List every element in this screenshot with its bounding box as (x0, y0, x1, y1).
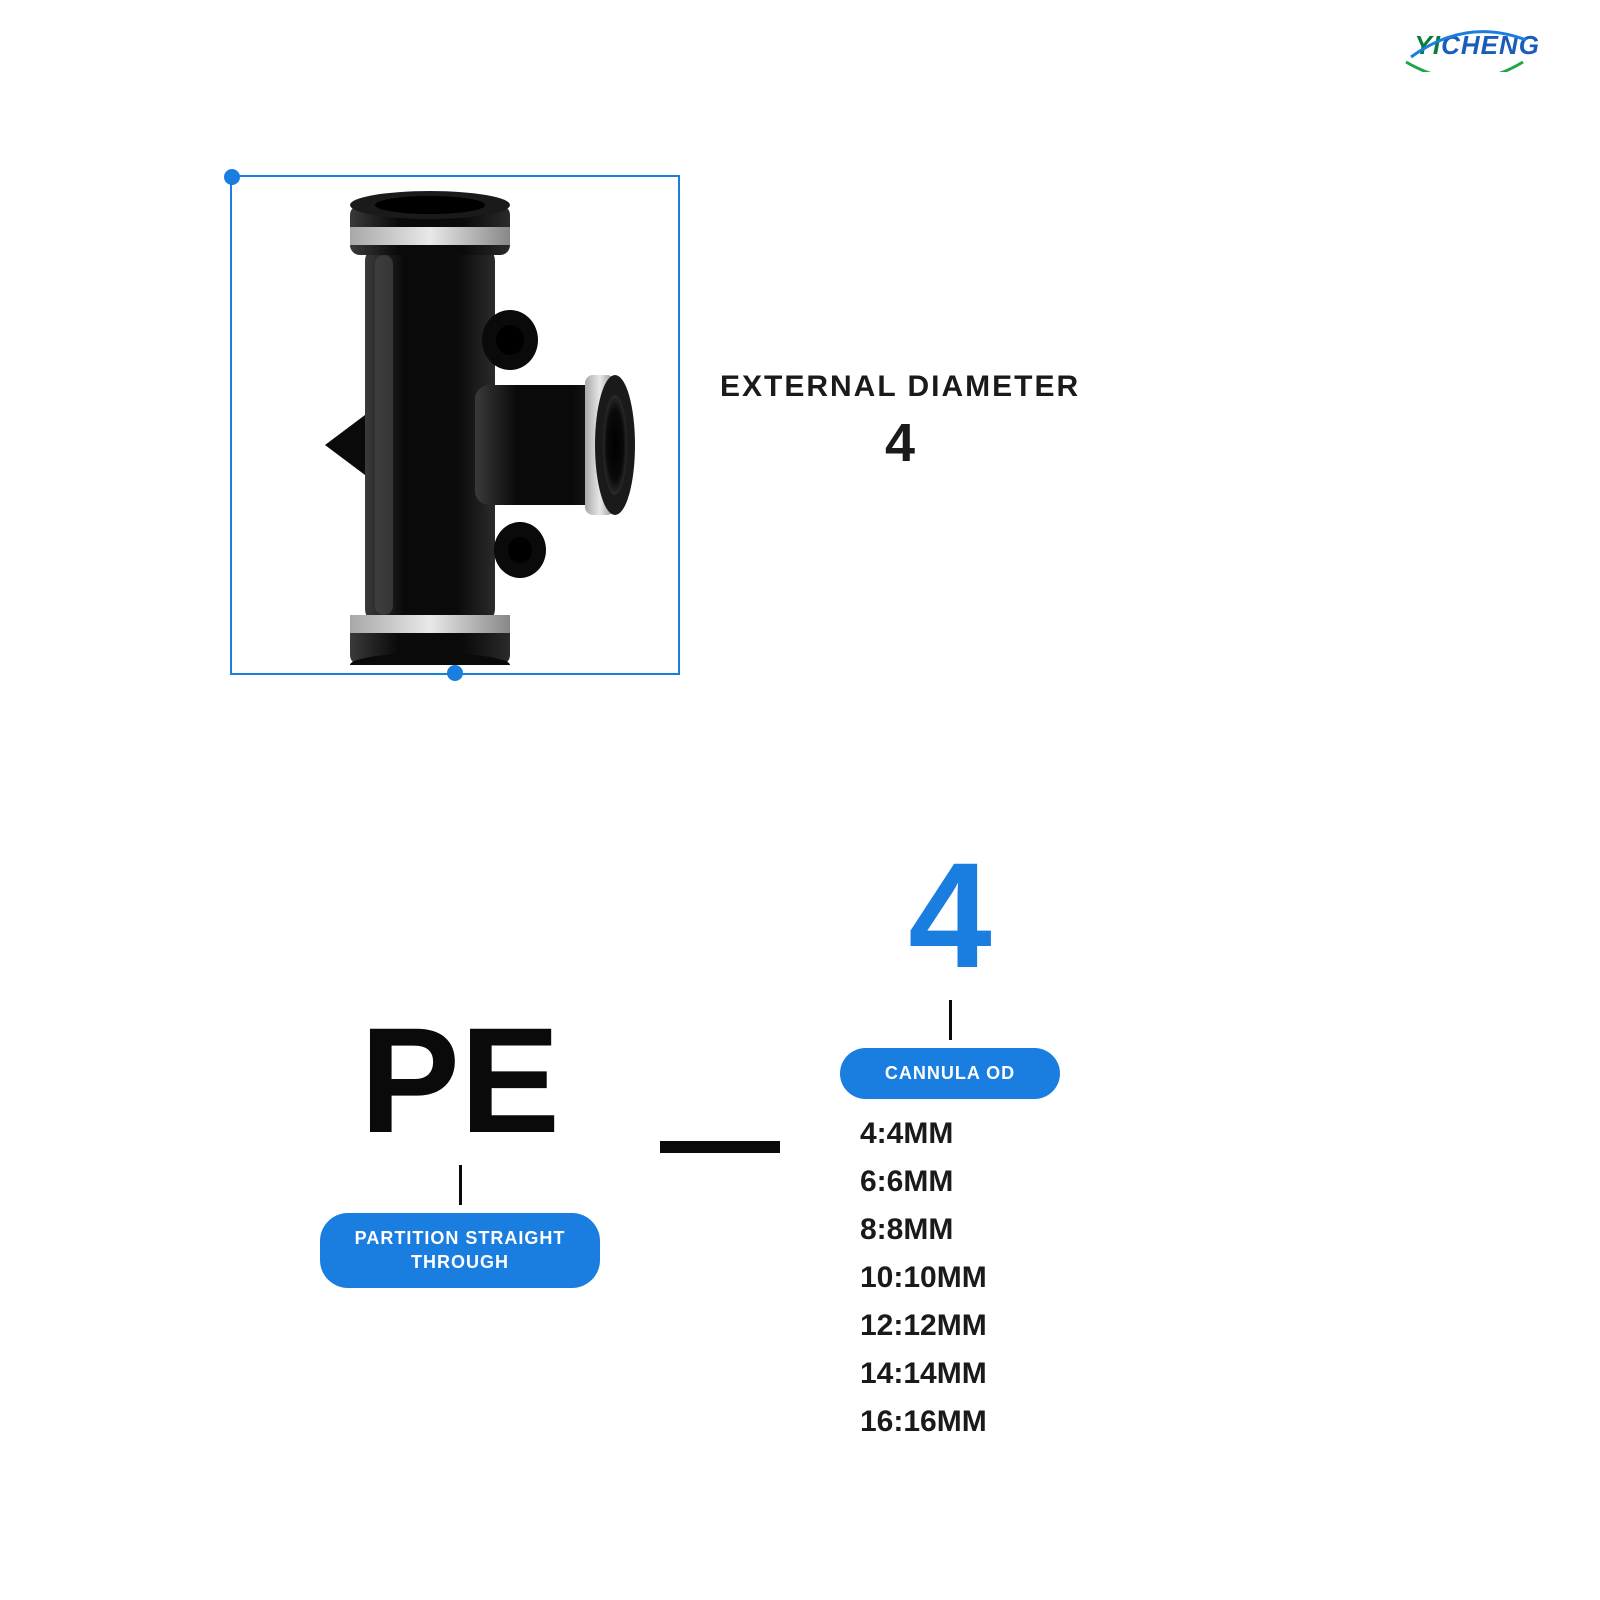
code-prefix-group: PE PARTITION STRAIGHT THROUGH (320, 1005, 600, 1288)
product-code-row: PE PARTITION STRAIGHT THROUGH 4 CANNULA … (320, 840, 1060, 1453)
connector-line-right (949, 1000, 952, 1040)
diameter-label: EXTERNAL DIAMETER (720, 370, 1080, 404)
size-item: 10:10MM (860, 1261, 987, 1295)
size-item: 12:12MM (860, 1309, 987, 1343)
code-number: 4 (908, 840, 991, 990)
size-item: 8:8MM (860, 1213, 987, 1247)
diameter-value: 4 (720, 412, 1080, 474)
size-item: 16:16MM (860, 1405, 987, 1439)
prefix-pill: PARTITION STRAIGHT THROUGH (320, 1213, 600, 1288)
brand-logo: YICHENG (1415, 30, 1540, 61)
size-item: 4:4MM (860, 1117, 987, 1151)
product-frame (230, 175, 680, 675)
diameter-block: EXTERNAL DIAMETER 4 (720, 370, 1080, 474)
number-pill: CANNULA OD (840, 1048, 1060, 1099)
size-item: 14:14MM (860, 1357, 987, 1391)
size-list: 4:4MM 6:6MM 8:8MM 10:10MM 12:12MM 14:14M… (840, 1117, 987, 1453)
logo-arc-icon (1401, 22, 1531, 72)
frame-dot-top-left (224, 169, 240, 185)
code-separator (660, 1141, 780, 1153)
code-number-group: 4 CANNULA OD 4:4MM 6:6MM 8:8MM 10:10MM 1… (840, 840, 1060, 1453)
size-item: 6:6MM (860, 1165, 987, 1199)
code-prefix: PE (360, 1005, 560, 1155)
connector-line-left (459, 1165, 462, 1205)
frame-dot-bottom-center (447, 665, 463, 681)
tee-fitting-icon (245, 185, 665, 665)
